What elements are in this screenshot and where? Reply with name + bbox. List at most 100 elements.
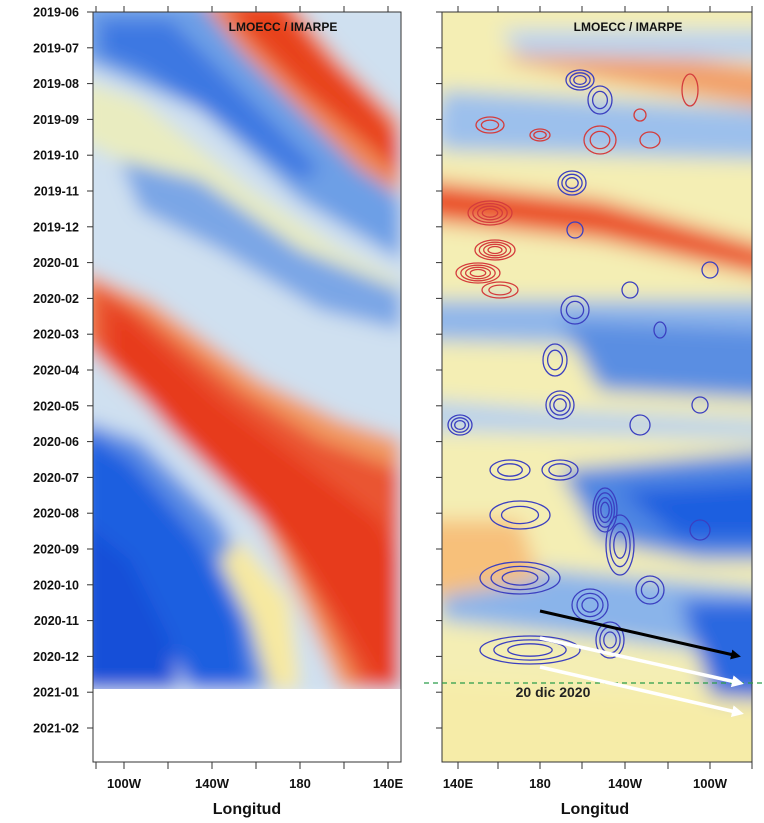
right-x-tick-label: 140W — [608, 776, 643, 791]
left-heatmap — [93, 12, 401, 689]
contour-ring — [546, 349, 564, 371]
contour-ring — [483, 243, 507, 257]
left-x-tick-label: 140W — [195, 776, 230, 791]
left-y-tick-label: 2020-02 — [33, 292, 79, 306]
contour-ring — [476, 205, 504, 221]
left-x-axis: 100W 140W 180 140E — [95, 6, 404, 791]
contour-ring — [533, 130, 547, 140]
left-y-tick-label: 2019-06 — [33, 6, 79, 20]
contour-ring — [501, 570, 539, 586]
right-credit: LMOECC / IMARPE — [574, 20, 683, 34]
contour-ring — [553, 398, 567, 412]
contour-ring — [460, 264, 496, 282]
left-x-tick-label: 180 — [289, 776, 311, 791]
contour-ring — [681, 73, 699, 107]
contour-ring — [541, 459, 579, 481]
contour-ring — [566, 221, 584, 239]
contour-ring — [605, 514, 635, 576]
contour-ring — [569, 72, 591, 88]
contour-ring — [507, 643, 553, 657]
contour-ring — [479, 561, 561, 595]
contour-ring — [565, 300, 585, 320]
contour-ring — [493, 639, 567, 661]
contour-ring — [472, 202, 508, 224]
contour-ring — [589, 130, 611, 150]
contour-ring — [691, 396, 709, 414]
contour-ring — [447, 414, 473, 436]
contour-ring — [581, 597, 599, 613]
contour-ring — [500, 505, 540, 525]
contour-ring — [565, 177, 579, 189]
date-annotation: 20 dic 2020 — [516, 684, 591, 700]
right-x-tick-label: 100W — [693, 776, 728, 791]
right-heatmap — [442, 12, 752, 762]
left-y-axis: 2019-06 2019-07 2019-08 2019-09 2019-10 2019-… — [33, 6, 93, 736]
left-y-tick-label: 2020-10 — [33, 578, 79, 592]
left-y-tick-label: 2020-06 — [33, 435, 79, 449]
contour-ring — [573, 74, 587, 86]
contour-ring — [455, 262, 501, 284]
contour-ring — [592, 487, 618, 533]
contour-ring — [542, 343, 568, 377]
left-y-tick-label: 2021-01 — [33, 686, 79, 700]
contour-ring — [475, 116, 505, 134]
contour-ring — [469, 268, 487, 278]
contour-ring — [488, 284, 512, 296]
contour-ring — [545, 390, 575, 420]
contour-ring — [689, 519, 711, 541]
contour-ring — [487, 245, 503, 255]
arrow-white-2 — [539, 665, 744, 718]
left-panel: LMOECC / IMARPE 2019-062019-072019-08201… — [33, 6, 404, 819]
contour-ring — [621, 281, 639, 299]
left-y-tick-label: 2020-08 — [33, 507, 79, 521]
left-credit: LMOECC / IMARPE — [229, 20, 338, 34]
left-xlabel: Longitud — [213, 801, 281, 818]
contour-ring — [478, 241, 512, 259]
left-y-tick-label: 2020-12 — [33, 650, 79, 664]
contour-ring — [594, 492, 616, 528]
contour-ring — [587, 85, 613, 115]
contour-ring — [561, 173, 583, 193]
contour-ring — [591, 90, 609, 110]
contour-ring — [479, 635, 581, 665]
left-y-tick-label: 2020-04 — [33, 364, 79, 378]
left-y-tick-label: 2020-03 — [33, 328, 79, 342]
contour-ring — [576, 592, 604, 618]
contour-ring — [450, 417, 470, 433]
left-y-tick-label: 2019-10 — [33, 149, 79, 163]
contour-ring — [653, 321, 667, 339]
contour-ring — [565, 69, 595, 91]
contour-ring — [489, 500, 551, 530]
contour-ring — [635, 575, 665, 605]
contour-ring — [633, 108, 647, 122]
contour-ring — [613, 531, 627, 559]
contour-ring — [464, 266, 492, 280]
contour-ring — [557, 170, 587, 196]
contour-ring — [609, 522, 631, 568]
contour-ring — [548, 463, 572, 477]
left-y-tick-label: 2019-11 — [34, 185, 79, 199]
contour-ring — [639, 131, 661, 149]
left-y-tick-label: 2019-08 — [33, 77, 79, 91]
contour-ring — [603, 631, 617, 649]
left-y-tick-label: 2019-12 — [33, 220, 79, 234]
arrow-white-1 — [539, 636, 744, 688]
left-y-tick-label: 2019-07 — [33, 41, 79, 55]
right-xlabel: Longitud — [561, 801, 629, 818]
arrow-black — [539, 609, 741, 660]
contour-ring — [489, 459, 531, 481]
contour-ring — [474, 239, 516, 261]
contour-ring — [549, 394, 571, 416]
contour-ring — [529, 128, 551, 142]
contour-ring — [640, 580, 660, 600]
left-y-tick-label: 2019-09 — [33, 113, 79, 127]
right-panel: LMOECC / IMARPE 20 dic 2020 140E 180 140W 1… — [424, 6, 764, 818]
left-y-tick-label: 2020-07 — [33, 471, 79, 485]
right-x-tick-label: 180 — [529, 776, 551, 791]
contour-ring — [595, 621, 625, 659]
left-y-tick-label: 2020-01 — [33, 256, 79, 270]
left-x-tick-label: 140E — [373, 776, 404, 791]
left-x-tick-label: 100W — [107, 776, 142, 791]
left-y-tick-label: 2020-05 — [33, 399, 79, 413]
